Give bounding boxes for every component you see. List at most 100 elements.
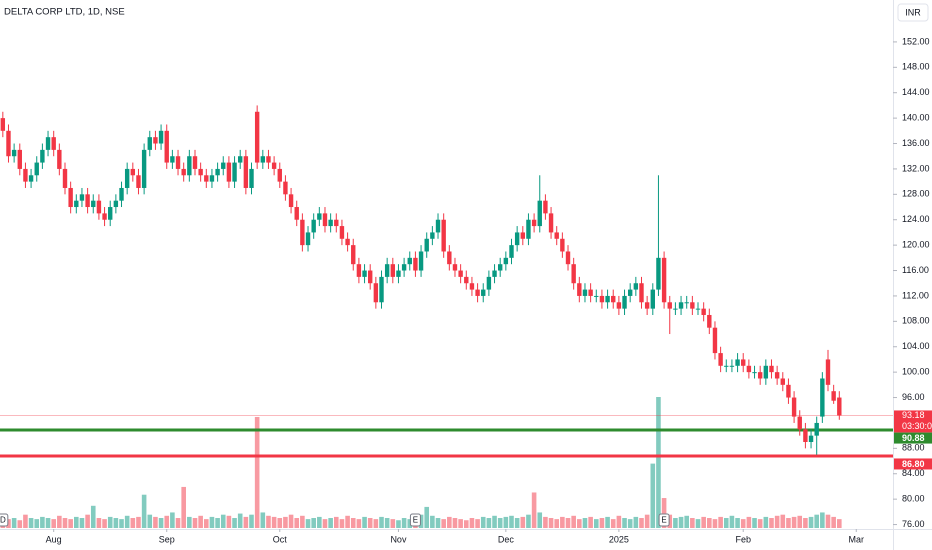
candle-body: [481, 289, 486, 296]
volume-bar: [565, 518, 571, 528]
candle-body: [34, 162, 39, 176]
y-tick-label: 108.00: [902, 316, 930, 326]
volume-bar: [452, 518, 458, 528]
y-tick-label: 140.00: [902, 112, 930, 122]
volume-bar: [17, 520, 23, 528]
candle-body: [577, 283, 582, 296]
candle-body: [373, 283, 379, 303]
candle-body: [565, 251, 571, 265]
candle-body: [724, 365, 729, 367]
volume-bar: [752, 518, 757, 528]
y-tick-label: 84.00: [902, 468, 925, 478]
candle-body: [305, 232, 311, 246]
candle-body: [639, 283, 644, 303]
volume-bar: [271, 516, 277, 528]
candle-body: [254, 111, 260, 163]
volume-bar: [260, 512, 266, 528]
candle-body: [356, 264, 362, 277]
volume-bar: [831, 516, 836, 528]
volume-bar: [147, 514, 153, 528]
volume-bar: [45, 518, 51, 528]
candle-body: [413, 257, 418, 271]
event-label: E: [413, 516, 418, 525]
candle-body: [644, 302, 650, 309]
candle-body: [283, 181, 288, 195]
volume-bar: [85, 514, 90, 528]
candle-body: [401, 264, 407, 271]
volume-bar: [243, 516, 249, 528]
candle-body: [803, 429, 808, 442]
volume-bar: [656, 397, 661, 528]
volume-bar: [644, 514, 650, 528]
candle-body: [130, 168, 136, 176]
volume-bar: [695, 519, 701, 528]
volume-bar: [825, 514, 831, 528]
candle-body: [814, 422, 819, 436]
candle-body: [599, 295, 605, 303]
volume-bar: [718, 516, 723, 528]
candle-body: [430, 232, 435, 239]
volume-bar: [729, 515, 735, 528]
level-box: [894, 458, 932, 470]
candle-body: [249, 168, 254, 188]
volume-bar: [198, 515, 203, 528]
candle-body: [158, 130, 164, 144]
event-label: E: [661, 516, 666, 525]
volume-bar: [113, 518, 119, 528]
volume-bar: [305, 519, 311, 528]
x-tick-label: Sep: [159, 534, 175, 544]
x-tick-label: 2025: [609, 534, 629, 544]
volume-bar: [28, 518, 34, 528]
volume-bar: [367, 518, 373, 528]
candle-body: [108, 207, 113, 220]
candle-body: [718, 353, 723, 366]
y-tick-label: 80.00: [902, 494, 925, 504]
candle-body: [763, 365, 769, 379]
candle-body: [74, 200, 79, 208]
event-marker: [409, 513, 421, 527]
volume-bar: [170, 512, 175, 528]
volume-bar: [102, 519, 107, 528]
volume-bar: [40, 516, 45, 528]
volume-bar: [616, 515, 622, 528]
volume-bar: [684, 515, 690, 528]
currency-box[interactable]: [897, 3, 929, 22]
x-tick-label: Dec: [498, 534, 515, 544]
candle-body: [204, 175, 209, 182]
volume-bar: [379, 516, 384, 528]
candle-body: [673, 308, 678, 310]
volume-bar: [373, 519, 379, 528]
volume-bar: [181, 486, 186, 528]
candle-body: [616, 302, 622, 309]
candle-body: [735, 359, 740, 366]
candle-body: [181, 168, 186, 176]
candle-body: [362, 270, 367, 277]
candle-body: [469, 283, 475, 290]
volume-bar: [322, 519, 328, 528]
volume-bar: [288, 514, 294, 528]
volume-bar: [96, 518, 102, 528]
volume-bar: [396, 520, 401, 528]
volume-bar: [23, 514, 28, 528]
volume-bar: [690, 518, 695, 528]
volume-bar: [164, 515, 170, 528]
candle-body: [96, 200, 102, 214]
candle-body: [452, 264, 458, 271]
volume-bar: [599, 518, 605, 528]
volume-bar: [746, 516, 752, 528]
event-marker: [658, 513, 670, 527]
volume-bar: [226, 515, 232, 528]
candle-body: [684, 302, 689, 304]
candle-body: [464, 276, 469, 284]
candle-body: [260, 156, 266, 163]
volume-bar: [723, 518, 729, 528]
volume-bar: [209, 516, 215, 528]
volume-bar: [560, 516, 565, 528]
y-tick-label: 124.00: [902, 214, 930, 224]
candle-body: [582, 289, 588, 296]
volume-bar: [786, 518, 791, 528]
volume-bar: [571, 515, 576, 528]
event-label: D: [0, 516, 6, 525]
candle-body: [317, 213, 322, 220]
